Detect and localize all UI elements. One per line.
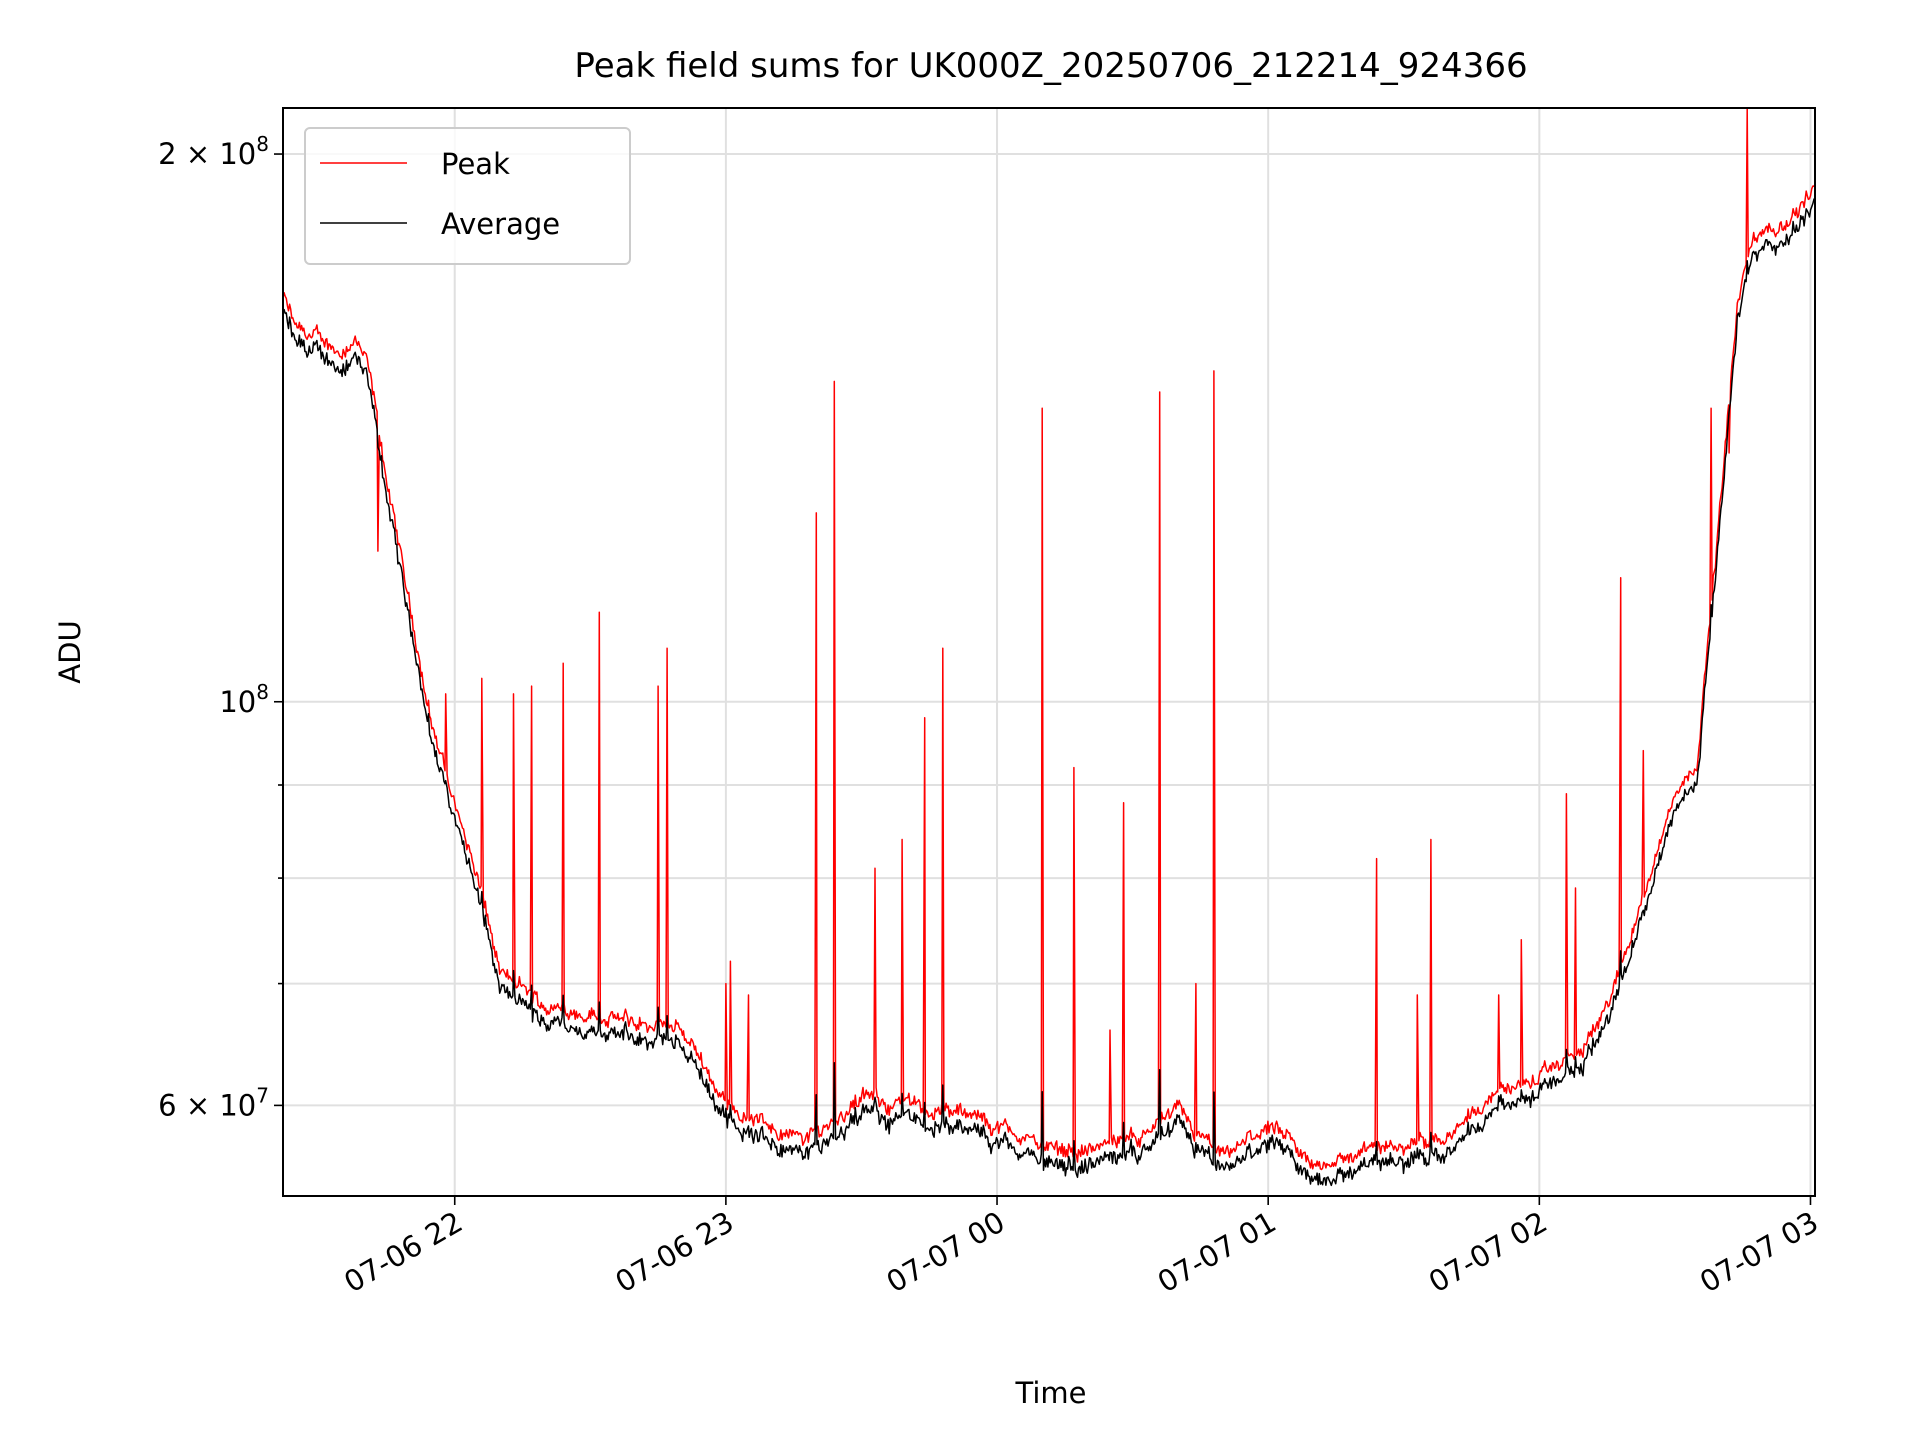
chart-title: Peak field sums for UK000Z_20250706_2122… <box>574 46 1527 86</box>
plot-series <box>282 107 1816 1187</box>
y-tick-label: 6 × 107 <box>158 1083 269 1122</box>
series-line-peak <box>282 107 1816 1171</box>
series-line-average <box>282 197 1816 1187</box>
y-tick-label: 108 <box>219 680 269 719</box>
legend-box <box>304 127 631 265</box>
legend-label-average: Average <box>441 207 560 241</box>
gridlines <box>283 108 1815 1196</box>
legend: Peak Average <box>304 127 631 265</box>
plot-frame <box>282 107 1816 1197</box>
x-axis-title: Time <box>1015 1376 1087 1410</box>
y-tick-label: 2 × 108 <box>158 132 269 171</box>
legend-label-peak: Peak <box>441 147 510 181</box>
y-axis-title: ADU <box>53 620 87 683</box>
